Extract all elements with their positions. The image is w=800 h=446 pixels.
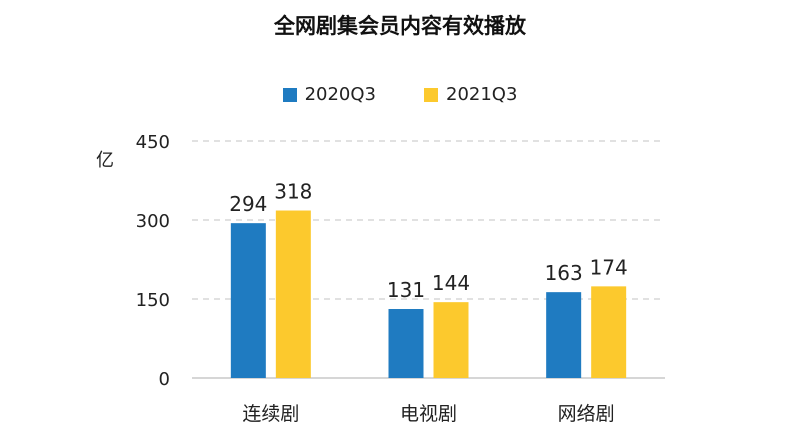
legend-item-2021q3: 2021Q3: [424, 84, 517, 105]
data-label-2020q3-0: 294: [229, 192, 267, 216]
legend: 2020Q3 2021Q3: [0, 84, 800, 105]
bar-2020q3-1: [388, 309, 424, 378]
y-tick-label-300: 300: [136, 211, 170, 232]
legend-swatch-2020q3: [282, 87, 297, 102]
bar-2020q3-2: [546, 292, 582, 378]
legend-item-2020q3: 2020Q3: [282, 84, 376, 105]
data-label-2021q3-1: 144: [432, 271, 470, 295]
bar-2020q3-0: [230, 223, 266, 378]
data-label-2021q3-0: 318: [274, 180, 312, 204]
bar-2021q3-2: [591, 286, 627, 378]
legend-label-2020q3: 2020Q3: [304, 84, 376, 105]
legend-swatch-2021q3: [424, 87, 438, 102]
data-label-2021q3-2: 174: [590, 255, 628, 279]
y-tick-label-0: 0: [159, 369, 170, 390]
y-tick-label-450: 450: [136, 132, 170, 153]
x-tick-label-0: 连续剧: [242, 403, 299, 425]
data-label-2020q3-1: 131: [387, 278, 425, 302]
x-tick-label-2: 网络剧: [558, 403, 615, 425]
y-axis-unit: 亿: [96, 150, 114, 171]
legend-label-2021q3: 2021Q3: [446, 84, 518, 105]
x-tick-label-1: 电视剧: [400, 403, 457, 425]
bar-2021q3-0: [275, 210, 311, 378]
y-tick-label-150: 150: [136, 290, 170, 311]
chart-title: 全网剧集会员内容有效播放: [274, 14, 526, 38]
bar-2021q3-1: [433, 302, 469, 378]
data-label-2020q3-2: 163: [545, 261, 583, 285]
